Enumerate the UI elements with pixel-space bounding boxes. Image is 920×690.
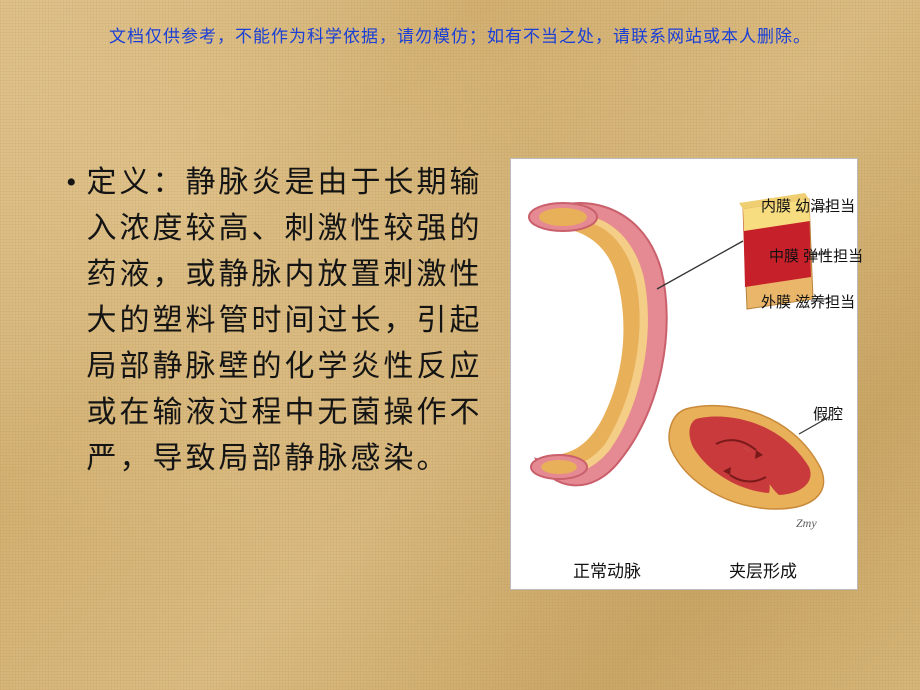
anatomy-figure: Zmy 内膜 幼滑担当 中膜 弹性担当 外膜 滋养担当 假腔 正常动脉 夹层形成 [510, 158, 858, 590]
label-inner: 内膜 幼滑担当 [761, 195, 855, 216]
signature: Zmy [796, 516, 817, 530]
dissection-shape [669, 406, 823, 509]
label-outer: 外膜 滋养担当 [761, 291, 855, 312]
normal-artery [529, 203, 667, 485]
slide: 文档仅供参考，不能作为科学依据，请勿模仿；如有不当之处，请联系网站或本人删除。 … [0, 0, 920, 690]
label-dissection: 夹层形成 [729, 557, 797, 582]
label-false-lumen: 假腔 [813, 403, 843, 424]
bullet-marker: • [66, 160, 77, 206]
label-normal: 正常动脉 [573, 557, 641, 582]
pointer-line-layers [657, 241, 743, 289]
anatomy-svg: Zmy [511, 159, 859, 591]
definition-text: 定义：静脉炎是由于长期输入浓度较高、刺激性较强的药液，或静脉内放置刺激性大的塑料… [87, 160, 490, 482]
bullet-row: • 定义：静脉炎是由于长期输入浓度较高、刺激性较强的药液，或静脉内放置刺激性大的… [70, 160, 490, 482]
label-middle: 中膜 弹性担当 [769, 245, 863, 266]
disclaimer-text: 文档仅供参考，不能作为科学依据，请勿模仿；如有不当之处，请联系网站或本人删除。 [0, 22, 920, 47]
content-block: • 定义：静脉炎是由于长期输入浓度较高、刺激性较强的药液，或静脉内放置刺激性大的… [70, 160, 490, 482]
